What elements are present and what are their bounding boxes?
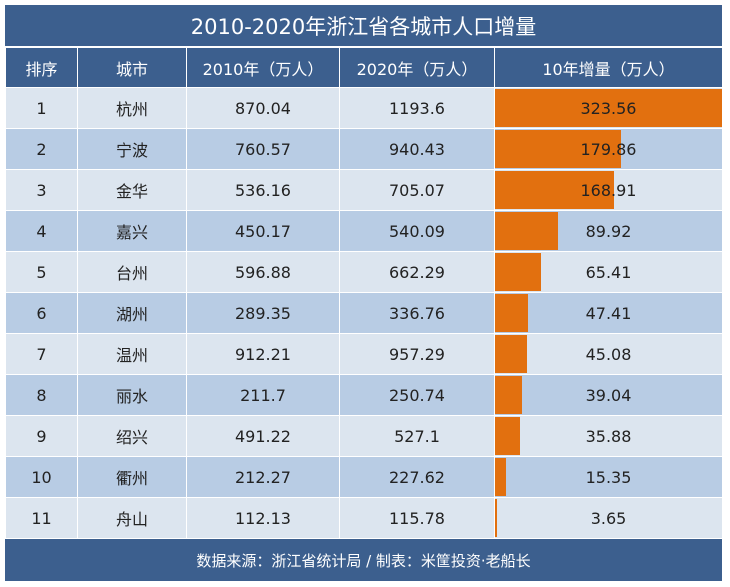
pop-2020-cell: 940.43 <box>339 128 495 170</box>
pop-2020-cell: 1193.6 <box>339 87 495 129</box>
pop-2010-cell: 491.22 <box>186 415 340 457</box>
increase-value: 15.35 <box>585 467 632 487</box>
increase-value: 323.56 <box>580 98 637 118</box>
increase-cell: 179.86 <box>494 128 723 170</box>
increase-value: 39.04 <box>585 385 632 405</box>
pop-2010-cell: 596.88 <box>186 251 340 293</box>
column-header-pop-2020: 2020年（万人） <box>339 46 495 88</box>
increase-bar <box>495 335 527 373</box>
city-cell: 舟山 <box>77 497 187 539</box>
increase-value: 65.41 <box>585 262 632 282</box>
city-cell: 丽水 <box>77 374 187 416</box>
table-row: 10 衢州 212.27 227.62 15.35 <box>5 456 723 498</box>
rank-cell: 3 <box>5 169 78 211</box>
population-table-card: 2010-2020年浙江省各城市人口增量 排序 城市 2010年（万人） 2020年（… <box>5 5 723 581</box>
rank-cell: 11 <box>5 497 78 539</box>
table-row: 3 金华 536.16 705.07 168.91 <box>5 169 723 211</box>
rank-cell: 10 <box>5 456 78 498</box>
increase-value: 45.08 <box>585 344 632 364</box>
city-cell: 台州 <box>77 251 187 293</box>
rank-cell: 1 <box>5 87 78 129</box>
column-header-rank: 排序 <box>5 46 78 88</box>
pop-2010-cell: 760.57 <box>186 128 340 170</box>
table-title: 2010-2020年浙江省各城市人口增量 <box>5 5 722 46</box>
rank-cell: 4 <box>5 210 78 252</box>
pop-2010-cell: 536.16 <box>186 169 340 211</box>
increase-bar <box>495 417 521 455</box>
rank-cell: 2 <box>5 128 78 170</box>
increase-value: 47.41 <box>585 303 632 323</box>
rank-cell: 7 <box>5 333 78 375</box>
city-cell: 绍兴 <box>77 415 187 457</box>
population-table: 排序 城市 2010年（万人） 2020年（万人） 10年增量（万人） 1 杭州 870.0… <box>5 46 723 539</box>
city-cell: 温州 <box>77 333 187 375</box>
increase-cell: 15.35 <box>494 456 723 498</box>
column-header-increase: 10年增量（万人） <box>494 46 723 88</box>
table-row: 1 杭州 870.04 1193.6 323.56 <box>5 87 723 129</box>
city-cell: 杭州 <box>77 87 187 129</box>
rank-cell: 5 <box>5 251 78 293</box>
table-row: 7 温州 912.21 957.29 45.08 <box>5 333 723 375</box>
pop-2020-cell: 527.1 <box>339 415 495 457</box>
column-header-pop-2010: 2010年（万人） <box>186 46 340 88</box>
increase-bar <box>495 212 559 250</box>
increase-bar <box>495 294 529 332</box>
increase-bar <box>495 458 506 496</box>
increase-cell: 89.92 <box>494 210 723 252</box>
increase-cell: 65.41 <box>494 251 723 293</box>
table-row: 4 嘉兴 450.17 540.09 89.92 <box>5 210 723 252</box>
pop-2020-cell: 662.29 <box>339 251 495 293</box>
pop-2020-cell: 227.62 <box>339 456 495 498</box>
pop-2010-cell: 211.7 <box>186 374 340 416</box>
city-cell: 衢州 <box>77 456 187 498</box>
pop-2020-cell: 115.78 <box>339 497 495 539</box>
table-row: 6 湖州 289.35 336.76 47.41 <box>5 292 723 334</box>
city-cell: 湖州 <box>77 292 187 334</box>
city-cell: 嘉兴 <box>77 210 187 252</box>
pop-2010-cell: 912.21 <box>186 333 340 375</box>
pop-2010-cell: 450.17 <box>186 210 340 252</box>
increase-value: 179.86 <box>580 139 637 159</box>
table-row: 8 丽水 211.7 250.74 39.04 <box>5 374 723 416</box>
increase-value: 35.88 <box>585 426 632 446</box>
increase-bar <box>495 253 541 291</box>
pop-2020-cell: 250.74 <box>339 374 495 416</box>
increase-cell: 3.65 <box>494 497 723 539</box>
source-footer: 数据来源：浙江省统计局 / 制表：米筐投资·老船长 <box>5 539 722 581</box>
increase-value: 3.65 <box>590 508 627 528</box>
increase-bar <box>495 499 497 537</box>
increase-bar <box>495 171 614 209</box>
increase-bar <box>495 89 722 127</box>
pop-2010-cell: 870.04 <box>186 87 340 129</box>
increase-value: 168.91 <box>580 180 637 200</box>
increase-cell: 45.08 <box>494 333 723 375</box>
increase-bar <box>495 376 523 414</box>
pop-2020-cell: 957.29 <box>339 333 495 375</box>
pop-2010-cell: 112.13 <box>186 497 340 539</box>
pop-2020-cell: 540.09 <box>339 210 495 252</box>
table-row: 11 舟山 112.13 115.78 3.65 <box>5 497 723 539</box>
pop-2020-cell: 336.76 <box>339 292 495 334</box>
city-cell: 金华 <box>77 169 187 211</box>
pop-2010-cell: 289.35 <box>186 292 340 334</box>
increase-cell: 35.88 <box>494 415 723 457</box>
column-header-city: 城市 <box>77 46 187 88</box>
increase-cell: 323.56 <box>494 87 723 129</box>
rank-cell: 6 <box>5 292 78 334</box>
increase-cell: 168.91 <box>494 169 723 211</box>
increase-cell: 39.04 <box>494 374 723 416</box>
pop-2010-cell: 212.27 <box>186 456 340 498</box>
rank-cell: 9 <box>5 415 78 457</box>
table-row: 9 绍兴 491.22 527.1 35.88 <box>5 415 723 457</box>
increase-value: 89.92 <box>585 221 632 241</box>
pop-2020-cell: 705.07 <box>339 169 495 211</box>
rank-cell: 8 <box>5 374 78 416</box>
increase-bar <box>495 130 622 168</box>
table-row: 2 宁波 760.57 940.43 179.86 <box>5 128 723 170</box>
table-row: 5 台州 596.88 662.29 65.41 <box>5 251 723 293</box>
increase-cell: 47.41 <box>494 292 723 334</box>
city-cell: 宁波 <box>77 128 187 170</box>
header-row: 排序 城市 2010年（万人） 2020年（万人） 10年增量（万人） <box>5 46 723 88</box>
